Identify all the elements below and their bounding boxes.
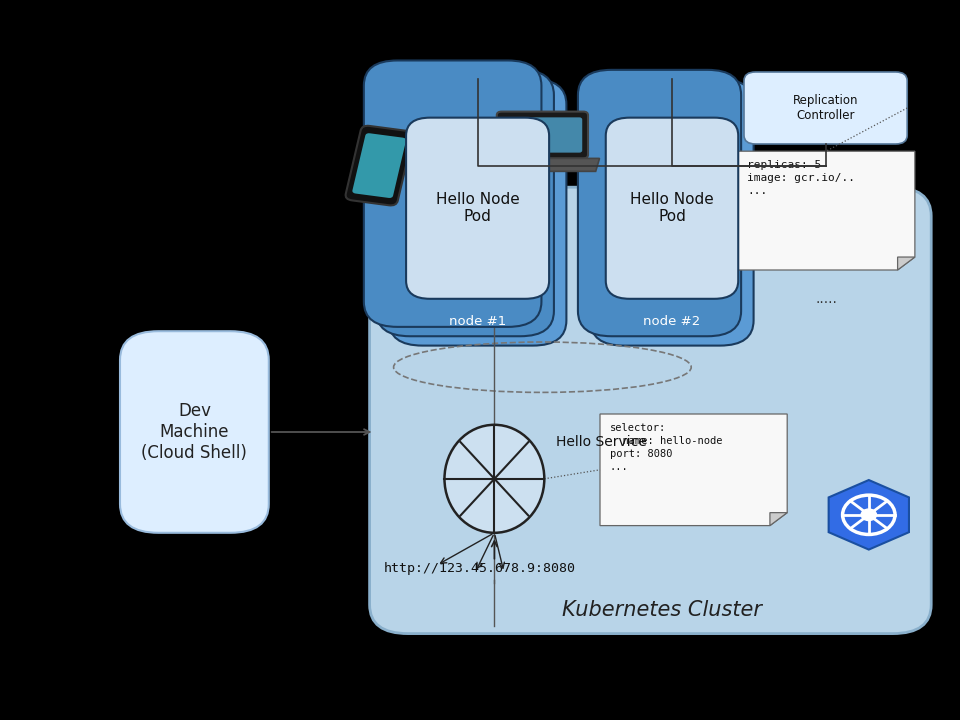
Polygon shape xyxy=(828,480,909,549)
Text: http://123.45.678.9:8080: http://123.45.678.9:8080 xyxy=(384,562,576,575)
FancyBboxPatch shape xyxy=(423,126,460,191)
Text: selector:
  name: hello-node
port: 8080
...: selector: name: hello-node port: 8080 ..… xyxy=(610,423,722,472)
FancyBboxPatch shape xyxy=(346,126,413,205)
Text: node #1: node #1 xyxy=(449,315,506,328)
Text: Dev
Machine
(Cloud Shell): Dev Machine (Cloud Shell) xyxy=(141,402,248,462)
Text: .....: ..... xyxy=(815,292,837,305)
Polygon shape xyxy=(737,151,915,270)
FancyBboxPatch shape xyxy=(497,112,588,158)
Text: Hello Service: Hello Service xyxy=(556,435,647,449)
Polygon shape xyxy=(770,513,787,526)
Polygon shape xyxy=(898,257,915,270)
Text: Kubernetes Cluster: Kubernetes Cluster xyxy=(563,600,762,620)
Text: replicas: 5
image: gcr.io/..
...: replicas: 5 image: gcr.io/.. ... xyxy=(747,160,854,197)
FancyBboxPatch shape xyxy=(352,133,406,198)
FancyBboxPatch shape xyxy=(606,117,738,299)
Text: Hello Node
Pod: Hello Node Pod xyxy=(630,192,714,225)
FancyBboxPatch shape xyxy=(503,117,582,153)
FancyBboxPatch shape xyxy=(120,331,269,533)
FancyBboxPatch shape xyxy=(590,79,754,346)
FancyBboxPatch shape xyxy=(376,70,554,336)
FancyBboxPatch shape xyxy=(744,72,907,144)
Ellipse shape xyxy=(444,425,544,533)
FancyBboxPatch shape xyxy=(370,187,931,634)
Polygon shape xyxy=(600,414,787,526)
FancyBboxPatch shape xyxy=(406,117,549,299)
Ellipse shape xyxy=(861,509,876,521)
FancyBboxPatch shape xyxy=(578,70,741,336)
Text: node #2: node #2 xyxy=(643,315,701,328)
FancyBboxPatch shape xyxy=(364,60,541,327)
Polygon shape xyxy=(485,158,599,171)
Text: Replication
Controller: Replication Controller xyxy=(793,94,858,122)
Text: Hello Node
Pod: Hello Node Pod xyxy=(436,192,519,225)
FancyBboxPatch shape xyxy=(428,132,455,184)
FancyBboxPatch shape xyxy=(389,79,566,346)
